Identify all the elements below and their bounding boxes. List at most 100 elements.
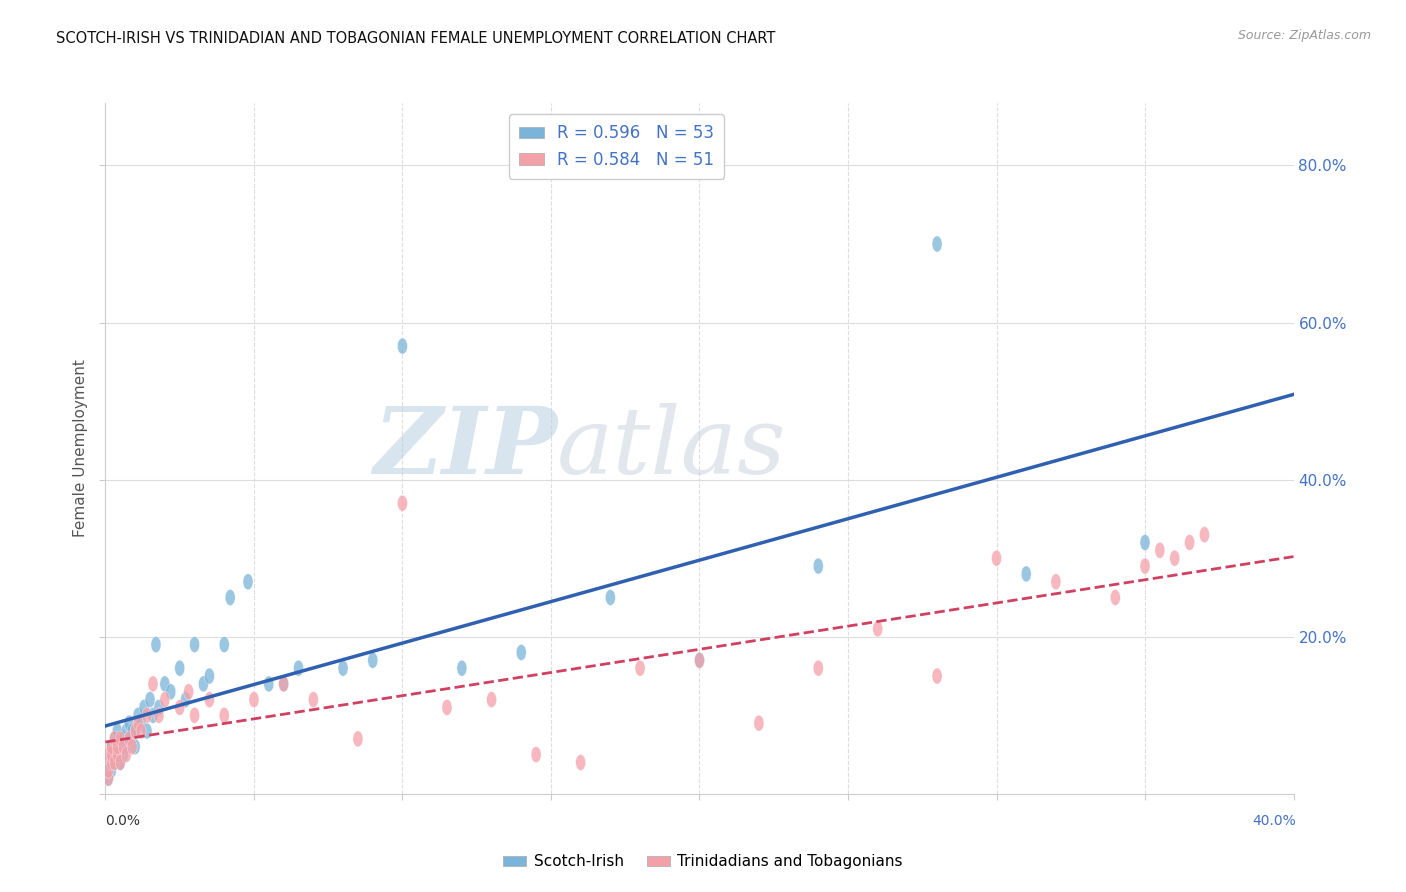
Ellipse shape <box>139 699 149 715</box>
Ellipse shape <box>184 684 194 699</box>
Ellipse shape <box>112 747 122 763</box>
Ellipse shape <box>932 236 942 252</box>
Ellipse shape <box>148 707 157 723</box>
Ellipse shape <box>148 676 157 692</box>
Ellipse shape <box>145 691 155 707</box>
Ellipse shape <box>695 652 704 668</box>
Ellipse shape <box>1140 558 1150 574</box>
Ellipse shape <box>441 699 451 715</box>
Ellipse shape <box>104 755 114 771</box>
Ellipse shape <box>142 707 152 723</box>
Ellipse shape <box>160 691 170 707</box>
Legend: R = 0.596   N = 53, R = 0.584   N = 51: R = 0.596 N = 53, R = 0.584 N = 51 <box>509 114 724 178</box>
Ellipse shape <box>115 731 125 747</box>
Ellipse shape <box>190 637 200 653</box>
Ellipse shape <box>873 621 883 637</box>
Ellipse shape <box>575 755 586 771</box>
Text: 40.0%: 40.0% <box>1253 814 1296 828</box>
Ellipse shape <box>110 755 120 771</box>
Ellipse shape <box>104 763 114 779</box>
Ellipse shape <box>264 676 274 692</box>
Ellipse shape <box>294 660 304 676</box>
Ellipse shape <box>107 763 117 779</box>
Ellipse shape <box>118 739 128 755</box>
Ellipse shape <box>249 691 259 707</box>
Ellipse shape <box>1199 526 1209 542</box>
Ellipse shape <box>606 590 616 606</box>
Ellipse shape <box>107 739 117 755</box>
Ellipse shape <box>107 755 117 771</box>
Text: ZIP: ZIP <box>373 403 557 493</box>
Y-axis label: Female Unemployment: Female Unemployment <box>73 359 89 537</box>
Ellipse shape <box>107 747 117 763</box>
Ellipse shape <box>174 699 184 715</box>
Ellipse shape <box>131 723 141 739</box>
Ellipse shape <box>174 660 184 676</box>
Ellipse shape <box>1154 542 1164 558</box>
Ellipse shape <box>204 691 214 707</box>
Text: 0.0%: 0.0% <box>105 814 141 828</box>
Ellipse shape <box>457 660 467 676</box>
Ellipse shape <box>136 723 146 739</box>
Ellipse shape <box>368 652 378 668</box>
Ellipse shape <box>112 723 122 739</box>
Ellipse shape <box>190 707 200 723</box>
Ellipse shape <box>1021 566 1031 582</box>
Ellipse shape <box>1170 550 1180 566</box>
Text: Source: ZipAtlas.com: Source: ZipAtlas.com <box>1237 29 1371 42</box>
Ellipse shape <box>127 723 138 739</box>
Ellipse shape <box>636 660 645 676</box>
Ellipse shape <box>112 739 122 755</box>
Ellipse shape <box>243 574 253 590</box>
Ellipse shape <box>104 763 114 779</box>
Ellipse shape <box>131 723 141 739</box>
Ellipse shape <box>225 590 235 606</box>
Ellipse shape <box>136 715 146 731</box>
Ellipse shape <box>1185 534 1195 550</box>
Text: atlas: atlas <box>557 403 786 493</box>
Ellipse shape <box>278 676 288 692</box>
Ellipse shape <box>153 699 165 715</box>
Ellipse shape <box>337 660 349 676</box>
Ellipse shape <box>115 755 125 771</box>
Ellipse shape <box>813 660 824 676</box>
Ellipse shape <box>112 747 122 763</box>
Ellipse shape <box>486 691 496 707</box>
Ellipse shape <box>1050 574 1062 590</box>
Ellipse shape <box>127 739 138 755</box>
Ellipse shape <box>110 755 120 771</box>
Ellipse shape <box>991 550 1001 566</box>
Ellipse shape <box>531 747 541 763</box>
Ellipse shape <box>1140 534 1150 550</box>
Ellipse shape <box>754 715 763 731</box>
Ellipse shape <box>204 668 214 684</box>
Ellipse shape <box>107 739 117 755</box>
Ellipse shape <box>1111 590 1121 606</box>
Ellipse shape <box>150 637 160 653</box>
Ellipse shape <box>115 739 125 755</box>
Ellipse shape <box>110 731 120 747</box>
Ellipse shape <box>308 691 318 707</box>
Ellipse shape <box>104 747 114 763</box>
Ellipse shape <box>134 707 143 723</box>
Ellipse shape <box>121 723 131 739</box>
Ellipse shape <box>104 770 114 786</box>
Ellipse shape <box>695 652 704 668</box>
Ellipse shape <box>142 723 152 739</box>
Ellipse shape <box>115 755 125 771</box>
Ellipse shape <box>121 739 131 755</box>
Ellipse shape <box>118 731 128 747</box>
Ellipse shape <box>353 731 363 747</box>
Ellipse shape <box>398 338 408 354</box>
Ellipse shape <box>107 747 117 763</box>
Ellipse shape <box>124 715 134 731</box>
Ellipse shape <box>131 739 141 755</box>
Ellipse shape <box>110 731 120 747</box>
Ellipse shape <box>124 731 134 747</box>
Ellipse shape <box>278 676 288 692</box>
Ellipse shape <box>118 747 128 763</box>
Text: SCOTCH-IRISH VS TRINIDADIAN AND TOBAGONIAN FEMALE UNEMPLOYMENT CORRELATION CHART: SCOTCH-IRISH VS TRINIDADIAN AND TOBAGONI… <box>56 31 776 46</box>
Ellipse shape <box>219 707 229 723</box>
Ellipse shape <box>516 645 526 660</box>
Ellipse shape <box>160 676 170 692</box>
